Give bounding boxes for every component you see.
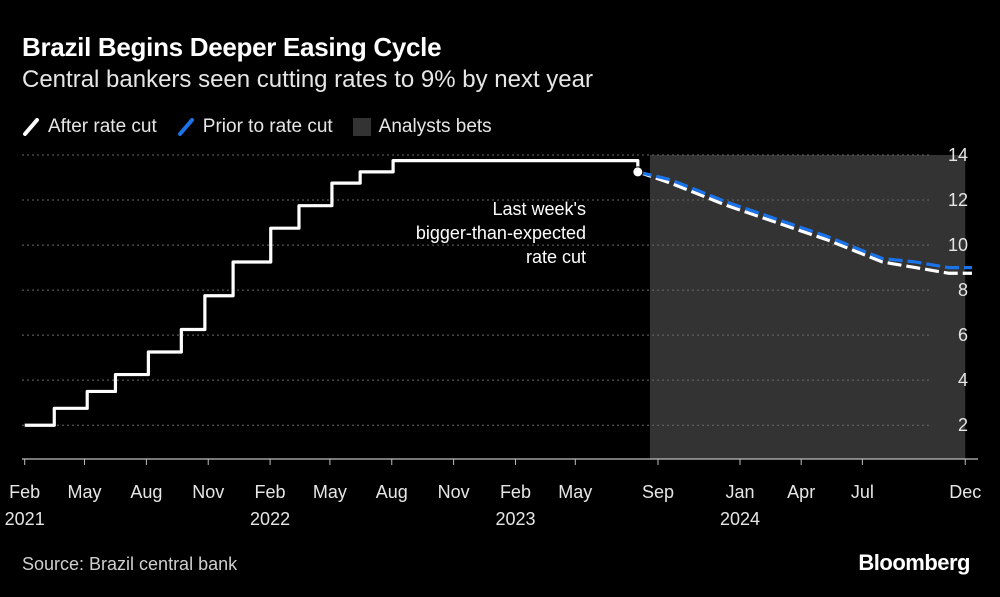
y-tick-label: 10: [948, 235, 968, 255]
annotation-text: Last week's: [493, 199, 586, 219]
gray-box-icon: [352, 118, 371, 136]
y-tick-label: 6: [958, 325, 968, 345]
x-tick-label: Aug: [376, 482, 408, 502]
y-tick-label: 14: [948, 145, 968, 165]
x-tick-year: 2024: [720, 509, 760, 529]
x-tick-label: Sep: [642, 482, 674, 502]
x-tick-label: Aug: [130, 482, 162, 502]
annotation-text: bigger-than-expected: [416, 223, 586, 243]
chart-title: Brazil Begins Deeper Easing Cycle: [22, 32, 442, 62]
x-tick-label: Jul: [851, 482, 874, 502]
legend-label-after: After rate cut: [48, 116, 157, 137]
y-tick-label: 2: [958, 415, 968, 435]
x-tick-label: Dec: [949, 482, 981, 502]
x-tick-label: May: [68, 482, 102, 502]
x-tick-year: 2022: [250, 509, 290, 529]
x-tick-label: May: [313, 482, 347, 502]
x-tick-year: 2023: [495, 509, 535, 529]
chart-subtitle: Central bankers seen cutting rates to 9%…: [22, 66, 593, 93]
series-line: [637, 170, 972, 275]
legend-item-prior: Prior to rate cut: [177, 116, 333, 138]
y-tick-label: 4: [958, 370, 968, 390]
x-tick-label: Jan: [725, 482, 754, 502]
slash-white-icon: [23, 118, 39, 136]
x-tick-label: Feb: [9, 482, 40, 502]
x-tick-label: Feb: [255, 482, 286, 502]
legend-label-analysts: Analysts bets: [378, 116, 492, 137]
legend: After rate cut Prior to rate cut Analyst…: [22, 116, 512, 138]
annotation-dot: [632, 166, 644, 178]
x-tick-label: Apr: [787, 482, 815, 502]
y-tick-label: 8: [958, 280, 968, 300]
series-line: [24, 159, 640, 427]
x-tick-year: 2021: [5, 509, 45, 529]
x-tick-label: Nov: [438, 482, 470, 502]
x-tick-label: May: [558, 482, 592, 502]
series-line: [637, 170, 972, 270]
x-tick-label: Feb: [500, 482, 531, 502]
slash-blue-icon: [177, 118, 194, 136]
analysts-bets-region: [649, 155, 966, 459]
legend-item-after: After rate cut: [22, 116, 157, 138]
y-tick-label: 12: [948, 190, 968, 210]
annotation-text: rate cut: [526, 247, 586, 267]
legend-label-prior: Prior to rate cut: [202, 116, 333, 137]
bloomberg-logo: Bloomberg: [858, 550, 970, 575]
x-tick-label: Nov: [192, 482, 224, 502]
source-note: Source: Brazil central bank: [22, 554, 238, 574]
legend-item-analysts: Analysts bets: [352, 116, 492, 138]
